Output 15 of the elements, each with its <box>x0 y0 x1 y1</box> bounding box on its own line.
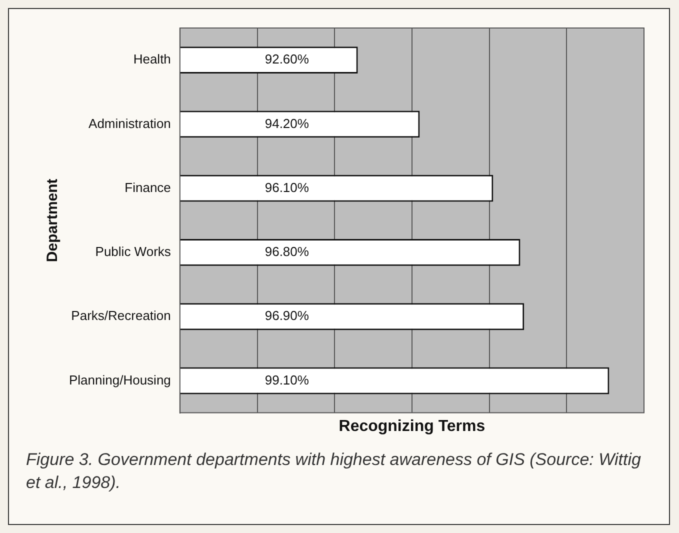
y-tick-label: Administration <box>88 116 171 131</box>
data-label: 96.80% <box>264 244 310 260</box>
y-tick-label: Public Works <box>95 244 172 260</box>
y-tick-label: Health <box>133 52 171 67</box>
data-label: 96.90% <box>264 308 310 324</box>
x-axis-title: Recognizing Terms <box>338 418 486 435</box>
y-axis-title: Department <box>44 178 62 262</box>
y-tick-label: Parks/Recreation <box>71 308 171 324</box>
data-label: 96.10% <box>264 180 310 195</box>
data-label: 94.20% <box>264 116 310 131</box>
data-label: 99.10% <box>264 372 310 388</box>
caption: Figure 3. Government departments with highest awareness of GIS (Source: Wittig et al., 1998). <box>26 449 642 494</box>
y-tick-label: Finance <box>124 180 171 195</box>
y-tick-label: Planning/Housing <box>69 372 171 388</box>
data-label: 92.60% <box>264 52 310 67</box>
